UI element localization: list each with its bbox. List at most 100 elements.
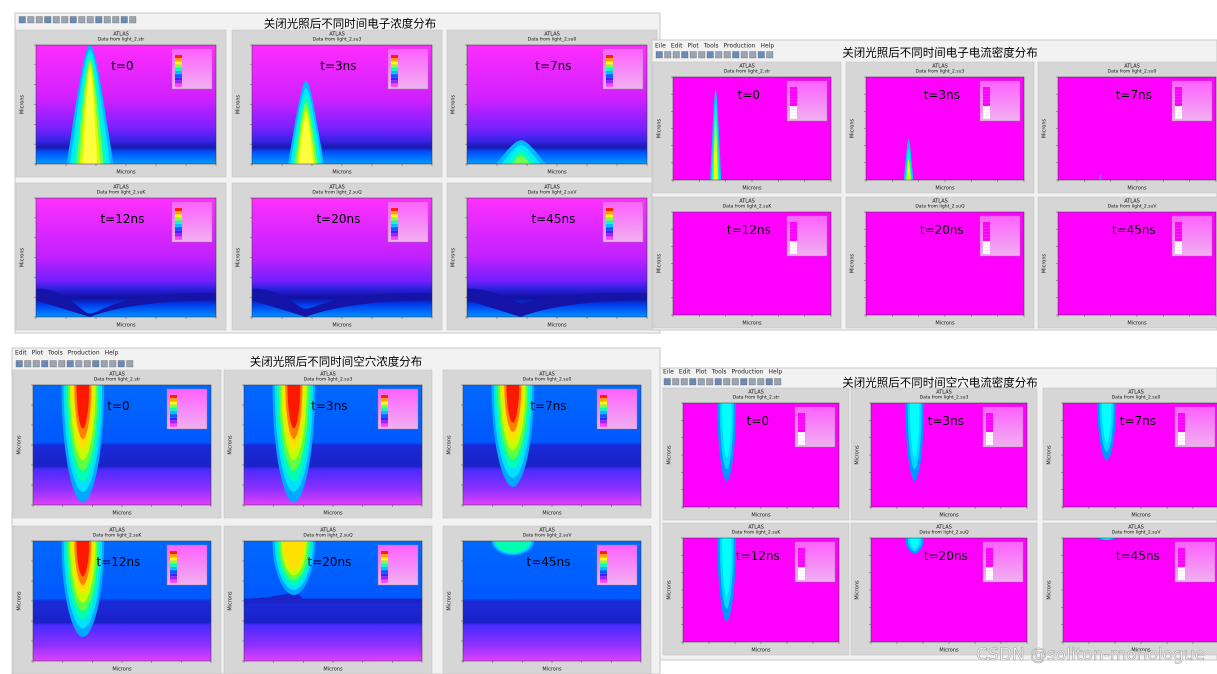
menu-item[interactable]: Edit [679, 369, 691, 376]
menu-item[interactable]: Edit [671, 43, 683, 50]
toolbar-button[interactable] [706, 378, 714, 386]
menu-item[interactable]: Plot [32, 350, 44, 357]
toolbar-button[interactable] [715, 51, 723, 59]
toolbar-button[interactable] [66, 360, 74, 368]
toolbar-button[interactable] [740, 378, 748, 386]
toolbar-button[interactable] [732, 51, 740, 59]
toolbar-button[interactable] [75, 360, 83, 368]
plot-header: ATLAS [320, 528, 336, 534]
menu-item[interactable]: Plot [695, 369, 707, 376]
toolbar-button[interactable] [681, 51, 689, 59]
plot-subtitle: Data from light_2.suK [93, 533, 143, 539]
menu-item[interactable]: Tools [703, 43, 719, 50]
toolbar-button[interactable] [86, 16, 94, 24]
y-axis-label: Microns [447, 435, 453, 455]
menu-item[interactable]: Plot [687, 43, 699, 50]
toolbar-button[interactable] [27, 16, 35, 24]
toolbar-button[interactable] [18, 16, 26, 24]
time-label: t=3ns [928, 414, 964, 428]
toolbar-button[interactable] [689, 378, 697, 386]
toolbar-button[interactable] [663, 378, 671, 386]
toolbar-button[interactable] [740, 51, 748, 59]
legend-swatch [790, 115, 797, 119]
toolbar-button[interactable] [92, 360, 100, 368]
toolbar-button[interactable] [117, 360, 125, 368]
toolbar-button[interactable] [52, 16, 60, 24]
toolbar-button[interactable] [78, 16, 86, 24]
toolbar-button[interactable] [41, 360, 49, 368]
toolbar-button[interactable] [748, 378, 756, 386]
toolbar-button[interactable] [672, 51, 680, 59]
y-axis-label: Microns [657, 253, 663, 273]
y-axis-label: Microns [20, 94, 26, 114]
menu-item[interactable]: Help [768, 369, 782, 376]
toolbar-button[interactable] [61, 16, 69, 24]
y-axis-label: Microns [667, 580, 673, 600]
toolbar-button[interactable] [749, 51, 757, 59]
menu-item[interactable]: Edit [15, 350, 27, 357]
toolbar-button[interactable] [120, 16, 128, 24]
legend-swatch [798, 570, 805, 574]
toolbar-button[interactable] [714, 378, 722, 386]
toolbar-button[interactable] [103, 16, 111, 24]
contour [298, 116, 314, 164]
toolbar-button[interactable] [58, 360, 66, 368]
toolbar-button[interactable] [723, 51, 731, 59]
legend-swatch [391, 208, 398, 211]
toolbar-button[interactable] [32, 360, 40, 368]
toolbar-button[interactable] [126, 360, 134, 368]
toolbar-button[interactable] [765, 378, 773, 386]
toolbar-button[interactable] [95, 16, 103, 24]
menu-item[interactable]: Production [68, 350, 100, 357]
menu-item[interactable]: Help [760, 43, 774, 50]
toolbar-button[interactable] [49, 360, 57, 368]
menu-item[interactable]: Tools [47, 350, 63, 357]
toolbar-button[interactable] [109, 360, 117, 368]
legend-swatch [1178, 432, 1185, 436]
toolbar-button[interactable] [697, 378, 705, 386]
toolbar-button[interactable] [757, 51, 765, 59]
legend-swatch [798, 548, 805, 551]
toolbar-button[interactable] [731, 378, 739, 386]
plot-header: ATLAS [539, 372, 555, 378]
toolbar-button[interactable] [112, 16, 120, 24]
toolbar-button[interactable] [35, 16, 43, 24]
contour-plot [33, 541, 211, 661]
toolbar-button[interactable] [24, 360, 32, 368]
toolbar-button[interactable] [69, 16, 77, 24]
menu-item[interactable]: Production [724, 43, 756, 50]
x-axis-label: Microns [742, 186, 762, 192]
time-label: t=0 [107, 399, 129, 413]
toolbar-button[interactable] [44, 16, 52, 24]
menu-item[interactable]: Production [732, 369, 764, 376]
toolbar-button[interactable] [672, 378, 680, 386]
menu-item[interactable]: Eile [663, 369, 674, 376]
time-label: t=12ns [736, 549, 780, 563]
toolbar-button[interactable] [655, 51, 663, 59]
legend-swatch [983, 99, 990, 103]
toolbar-button[interactable] [698, 51, 706, 59]
toolbar-button[interactable] [664, 51, 672, 59]
toolbar-button[interactable] [100, 360, 108, 368]
legend-swatch [790, 103, 797, 106]
toolbar-button[interactable] [15, 360, 23, 368]
toolbar-button[interactable] [680, 378, 688, 386]
toolbar-button[interactable] [766, 51, 774, 59]
toolbar-button[interactable] [774, 378, 782, 386]
toolbar-button[interactable] [83, 360, 91, 368]
menu-item[interactable]: Help [105, 350, 119, 357]
contour [906, 159, 911, 180]
toolbar-button[interactable] [706, 51, 714, 59]
plot-header: ATLAS [1128, 525, 1144, 531]
toolbar-button[interactable] [757, 378, 765, 386]
plot-header: ATLAS [1124, 199, 1140, 205]
legend-swatch [381, 414, 388, 418]
toolbar-button[interactable] [723, 378, 731, 386]
toolbar-button[interactable] [129, 16, 137, 24]
menu-item[interactable]: Tools [711, 369, 727, 376]
toolbar-button[interactable] [689, 51, 697, 59]
menu-item[interactable]: Eile [655, 43, 666, 50]
